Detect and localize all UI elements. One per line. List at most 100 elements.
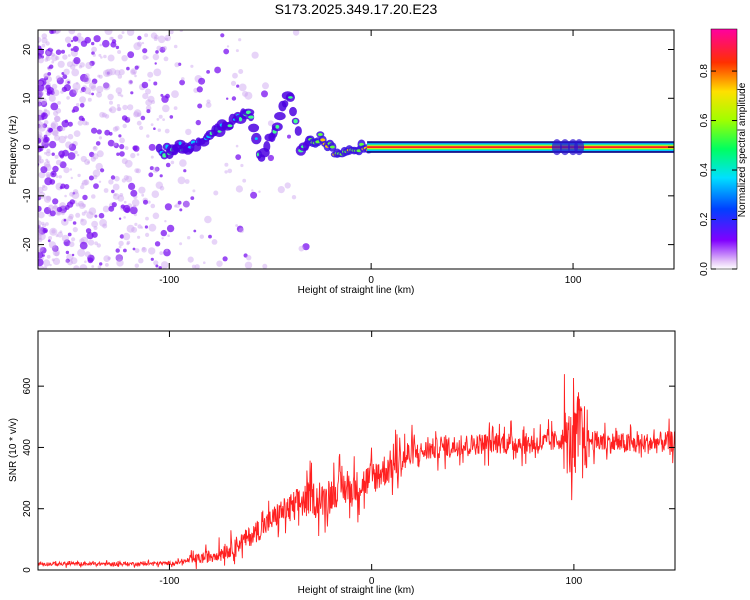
heatmap-noise-speckle — [107, 256, 111, 260]
heatmap-x-tick-label: 100 — [565, 275, 582, 286]
heatmap-noise-speckle — [79, 264, 88, 269]
heatmap-noise-speckle — [95, 162, 103, 171]
heatmap-noise-speckle — [84, 251, 91, 258]
heatmap-noise-speckle — [203, 261, 206, 265]
heatmap-noise-speckle — [103, 54, 107, 59]
heatmap-noise-speckle — [68, 213, 74, 219]
snr-y-tick-label: 400 — [22, 439, 33, 456]
heatmap-noise-speckle — [62, 74, 68, 80]
snr-y-tick-label: 0 — [22, 567, 33, 573]
heatmap-noise-speckle — [298, 245, 305, 252]
heatmap-noise-speckle — [88, 92, 92, 96]
heatmap-noise-speckle — [137, 224, 142, 229]
heatmap-y-ticks: -20 -10 0 10 20 — [22, 44, 674, 252]
heatmap-noise-speckle — [160, 229, 167, 237]
heatmap-noise-speckle — [117, 92, 122, 97]
heatmap-noise-speckle — [38, 123, 41, 129]
heatmap-noise-speckle — [38, 131, 43, 138]
heatmap-noise-speckle — [112, 183, 120, 191]
heatmap-noise-speckle — [148, 143, 156, 151]
heatmap-noise-speckle — [38, 80, 43, 86]
heatmap-frame — [37, 29, 675, 270]
heatmap-noise-speckle — [150, 32, 158, 39]
heatmap-noise-speckle — [155, 50, 159, 54]
heatmap-noise-speckle — [115, 254, 123, 262]
heatmap-noise-speckle — [38, 249, 42, 253]
heatmap-noise-speckle — [107, 139, 115, 147]
heatmap-noise-speckle — [41, 33, 48, 39]
heatmap-noise-speckle — [38, 186, 44, 193]
heatmap-noise-speckle — [164, 220, 167, 223]
heatmap-noise-speckle — [284, 182, 291, 189]
heatmap-ridge-core — [293, 119, 298, 124]
heatmap-noise-speckle — [66, 43, 72, 48]
heatmap-noise-speckle — [58, 135, 66, 144]
heatmap-noise-speckle — [244, 91, 253, 100]
heatmap-noise-speckle — [50, 122, 56, 129]
colorbar-ticks: 0.0 0.2 0.4 0.6 0.8 — [699, 64, 737, 276]
heatmap-noise-speckle — [226, 45, 230, 48]
heatmap-noise-speckle — [59, 161, 67, 169]
heatmap-noise-speckle — [105, 68, 113, 77]
heatmap-noise-speckle — [91, 220, 98, 228]
heatmap-noise-speckle — [118, 134, 122, 138]
heatmap-noise-speckle — [65, 250, 70, 255]
heatmap-noise-speckle — [145, 216, 149, 221]
heatmap-noise-speckle — [93, 214, 98, 218]
heatmap-noise-speckle — [171, 90, 179, 98]
heatmap-noise-speckle — [67, 133, 74, 140]
heatmap-noise-speckle — [133, 204, 137, 208]
heatmap-noise-speckle — [132, 145, 138, 151]
heatmap-noise-speckle — [84, 87, 92, 95]
heatmap-noise-speckle — [126, 224, 135, 233]
heatmap-noise-speckle — [127, 104, 134, 111]
colorbar: 0.0 0.2 0.4 0.6 0.8 Normalized spectral ampl… — [699, 28, 748, 276]
heatmap-noise-speckle — [98, 180, 102, 183]
heatmap-noise-speckle — [60, 210, 66, 216]
heatmap-noise-speckle — [38, 101, 42, 107]
heatmap-noise-speckle — [80, 155, 87, 163]
heatmap-noise-speckle — [54, 134, 60, 141]
heatmap-noise-speckle — [113, 142, 117, 147]
heatmap-noise-speckle — [119, 144, 125, 150]
heatmap-noise-speckle — [141, 193, 145, 197]
heatmap-noise-speckle — [144, 225, 148, 229]
heatmap-noise-speckle — [38, 224, 42, 231]
heatmap-noise-speckle — [70, 48, 74, 51]
heatmap-ridge-outer — [289, 106, 297, 117]
heatmap-noise-speckle — [251, 51, 259, 59]
heatmap-noise-speckle — [39, 247, 47, 254]
heatmap-noise-speckle — [130, 152, 136, 159]
heatmap-noise-speckle — [77, 120, 84, 126]
heatmap-noise-speckle — [91, 265, 95, 268]
heatmap-noise-speckle — [148, 172, 154, 178]
heatmap-noise-speckle — [51, 52, 55, 57]
heatmap-noise-speckle — [64, 135, 68, 139]
heatmap-noise-speckle — [58, 175, 62, 179]
heatmap-noise-speckle — [45, 151, 51, 157]
heatmap-noise-speckle — [81, 182, 84, 186]
heatmap-noise-speckle — [91, 46, 97, 53]
heatmap-noise-speckle — [96, 129, 102, 135]
heatmap-noise-speckle — [50, 121, 59, 129]
heatmap-noise-speckle — [80, 40, 88, 47]
heatmap-x-ticks: -100 0 100 — [159, 30, 582, 286]
heatmap-noise-speckle — [211, 239, 218, 245]
heatmap-noise-speckle — [140, 226, 143, 229]
heatmap-noise-speckle — [163, 248, 171, 257]
heatmap-ridge-core — [248, 115, 254, 119]
heatmap-noise-speckle — [224, 170, 228, 174]
heatmap-noise-speckle — [187, 236, 191, 240]
heatmap-noise-speckle — [238, 83, 247, 92]
heatmap-noise-speckle — [187, 256, 194, 263]
heatmap-noise-speckle — [53, 110, 59, 116]
heatmap-noise-speckle — [108, 108, 113, 112]
heatmap-noise-speckle — [262, 263, 268, 269]
heatmap-noise-speckle — [40, 166, 48, 174]
heatmap-noise-speckle — [80, 218, 84, 222]
heatmap-noise-speckle — [84, 210, 88, 214]
heatmap-noise-speckle — [56, 206, 63, 213]
figure-title: S173.2025.349.17.20.E23 — [275, 1, 438, 17]
heatmap-noise-speckle — [43, 259, 51, 267]
heatmap-ridge-outer — [294, 126, 302, 136]
